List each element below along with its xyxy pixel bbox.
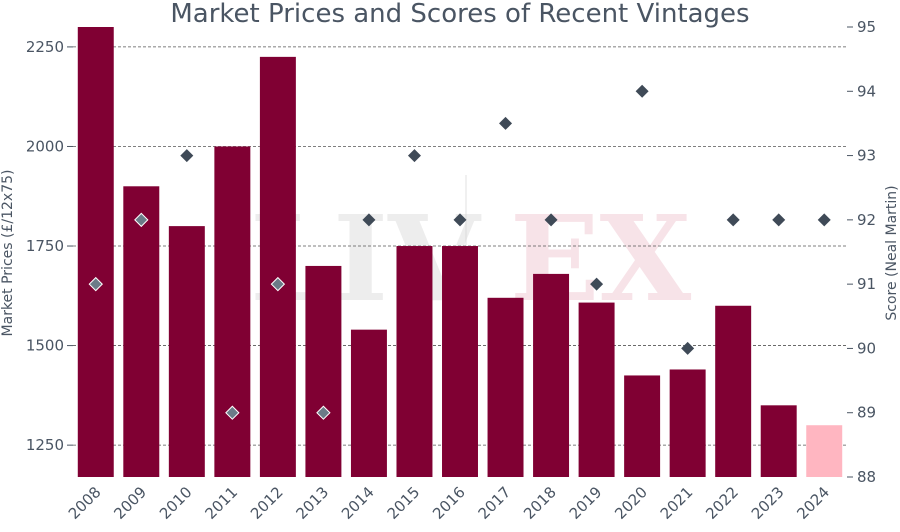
score-point-2014 <box>362 213 376 227</box>
x-tick-label: 2021 <box>657 483 697 523</box>
score-point-2023 <box>772 213 786 227</box>
x-tick-label: 2024 <box>793 483 833 523</box>
bar-2010 <box>168 226 205 477</box>
score-point-2017 <box>499 116 513 130</box>
score-point-2016 <box>453 213 467 227</box>
score-point-2010 <box>180 149 194 163</box>
score-point-2022 <box>726 213 740 227</box>
x-tick-label: 2023 <box>748 483 788 523</box>
x-tick-label: 2020 <box>611 483 651 523</box>
y-tick-label: 1250 <box>26 436 64 454</box>
bar-2019 <box>578 302 615 477</box>
score-point-2019 <box>590 277 604 291</box>
y2-tick-label: 94 <box>857 82 876 100</box>
bar-2020 <box>624 375 661 477</box>
x-tick-label: 2017 <box>475 483 515 523</box>
y2-tick-label: 90 <box>857 339 876 357</box>
left-axis: 1250 1500 1750 2000 2250 <box>26 38 73 454</box>
bar-2022 <box>715 305 752 477</box>
score-point-2020 <box>635 84 649 98</box>
bars <box>77 27 843 478</box>
x-tick-label: 2015 <box>384 483 424 523</box>
y2-tick-label: 92 <box>857 211 876 229</box>
score-point-2013 <box>316 405 331 420</box>
x-tick-label: 2022 <box>702 483 742 523</box>
bar-2014 <box>350 329 387 477</box>
y2-tick-label: 88 <box>857 468 876 486</box>
bar-2017 <box>487 297 524 477</box>
right-axis: 88 89 90 91 92 93 94 95 <box>847 18 876 486</box>
x-tick-label: 2011 <box>201 483 241 523</box>
score-point-2012 <box>270 276 286 292</box>
x-tick-label: 2009 <box>110 483 150 523</box>
x-tick-label: 2019 <box>566 483 606 523</box>
chart-title: Market Prices and Scores of Recent Vinta… <box>170 0 749 29</box>
score-points <box>88 84 831 420</box>
y2-tick-label: 93 <box>857 147 876 165</box>
y2-tick-label: 89 <box>857 404 876 422</box>
x-tick-label: 2018 <box>520 483 560 523</box>
x-tick-label: 2014 <box>338 483 378 523</box>
score-point-2009 <box>134 212 149 228</box>
bar-2011 <box>214 146 251 477</box>
bar-2023 <box>760 405 797 477</box>
y-tick-label: 2000 <box>26 137 64 155</box>
x-tick-label: 2010 <box>156 483 196 523</box>
bar-2013 <box>305 265 342 477</box>
x-axis: 2008 2009 2010 2011 2012 2013 2014 2015 2016 2017… <box>65 483 833 523</box>
y2-tick-label: 95 <box>857 18 876 36</box>
bar-2016 <box>442 246 478 477</box>
bar-2012 <box>259 56 296 478</box>
score-point-2015 <box>407 149 421 163</box>
y-tick-label: 2250 <box>26 38 64 56</box>
x-tick-label: 2012 <box>247 483 287 523</box>
y2-axis-label: Score (Neal Martin) <box>884 185 900 320</box>
y-tick-label: 1750 <box>26 237 64 255</box>
score-point-2021 <box>681 341 695 355</box>
x-tick-label: 2016 <box>429 483 469 523</box>
bar-2021 <box>669 369 706 477</box>
score-point-2018 <box>544 213 558 227</box>
bar-2008 <box>77 27 114 477</box>
bar-2015 <box>396 246 433 477</box>
y2-tick-label: 91 <box>857 275 876 293</box>
y-tick-label: 1500 <box>26 337 64 355</box>
bar-2018 <box>533 273 570 477</box>
y-axis-label: Market Prices (£/12x75) <box>0 170 16 337</box>
x-tick-label: 2013 <box>293 483 333 523</box>
bar-2024 <box>806 425 843 477</box>
score-point-2024 <box>817 213 831 227</box>
score-point-2011 <box>225 405 240 420</box>
x-tick-label: 2008 <box>65 483 105 523</box>
score-point-2008 <box>88 276 103 292</box>
bar-2009 <box>123 186 160 477</box>
